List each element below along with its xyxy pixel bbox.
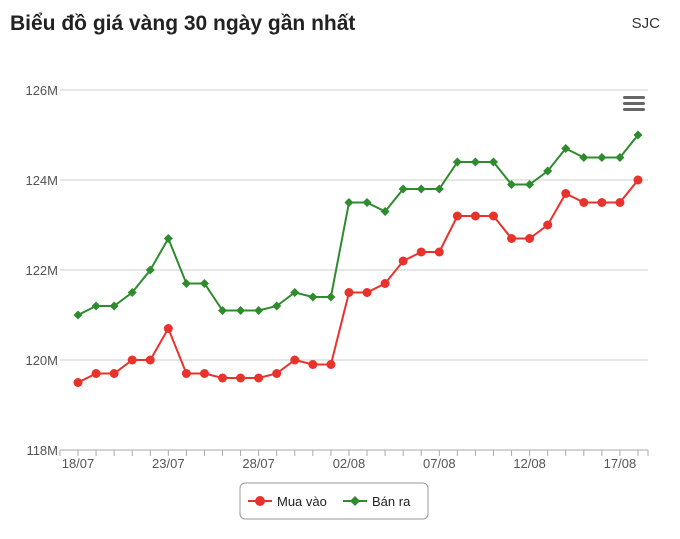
data-point[interactable] (254, 373, 264, 383)
data-point[interactable] (344, 198, 354, 207)
legend-box (239, 482, 429, 520)
data-point[interactable] (91, 369, 101, 378)
data-point[interactable] (579, 198, 589, 207)
data-point[interactable] (272, 301, 282, 311)
data-point[interactable] (145, 355, 155, 365)
data-point[interactable] (380, 207, 390, 216)
data-point[interactable] (452, 211, 462, 221)
data-point[interactable] (290, 288, 300, 297)
data-point[interactable] (218, 373, 228, 383)
chart-container: 118M 120M 122M 124M 126M 18/07 23/07 28/07 02/08… (0, 50, 680, 539)
data-point[interactable] (525, 180, 535, 189)
x-tick-label: 18/07 (62, 456, 95, 471)
data-point[interactable] (398, 184, 408, 194)
data-point[interactable] (597, 198, 607, 207)
data-point[interactable] (127, 288, 137, 297)
series-line (77, 134, 639, 316)
data-point[interactable] (326, 360, 336, 369)
series-line (77, 179, 639, 384)
data-point[interactable] (362, 288, 372, 297)
data-point[interactable] (344, 288, 354, 297)
legend-label: Mua vào (277, 494, 327, 509)
legend-item[interactable]: Mua vào (248, 494, 327, 509)
data-point[interactable] (561, 144, 571, 153)
data-point[interactable] (416, 247, 426, 257)
data-point[interactable] (597, 153, 607, 162)
data-point[interactable] (633, 175, 643, 185)
x-tick-label: 07/08 (423, 456, 456, 471)
data-point[interactable] (181, 369, 191, 378)
data-point[interactable] (470, 157, 480, 167)
hamburger-menu-icon[interactable] (620, 94, 646, 114)
data-point[interactable] (308, 360, 318, 369)
axis-layer: 118M 120M 122M 124M 126M 18/07 23/07 28/07 02/08… (25, 83, 649, 471)
data-point[interactable] (434, 184, 444, 194)
series-layer (73, 130, 643, 387)
data-point[interactable] (91, 301, 101, 311)
y-tick-label: 126M (25, 83, 58, 98)
series-mua-vao (73, 175, 643, 387)
data-point[interactable] (290, 355, 300, 365)
data-point[interactable] (543, 220, 553, 230)
legend-label: Bán ra (372, 494, 411, 509)
y-tick-label: 124M (25, 173, 58, 188)
data-point[interactable] (127, 355, 137, 365)
data-point[interactable] (272, 369, 282, 378)
gold-price-line-chart: 118M 120M 122M 124M 126M 18/07 23/07 28/07 02/08… (25, 83, 649, 520)
data-point[interactable] (199, 369, 209, 378)
data-point[interactable] (380, 279, 390, 288)
data-point[interactable] (254, 306, 264, 315)
data-point[interactable] (73, 378, 83, 387)
data-point[interactable] (507, 234, 517, 243)
data-point[interactable] (434, 247, 444, 257)
x-tick-label: 28/07 (242, 456, 275, 471)
data-point[interactable] (109, 301, 119, 311)
legend-marker (255, 496, 265, 506)
data-point[interactable] (73, 310, 83, 320)
data-point[interactable] (470, 211, 480, 221)
data-point[interactable] (579, 153, 589, 162)
data-point[interactable] (163, 324, 173, 333)
series-ban-ra (73, 130, 643, 320)
x-tick-label: 23/07 (152, 456, 185, 471)
data-point[interactable] (145, 265, 155, 275)
data-point[interactable] (236, 373, 246, 383)
data-point[interactable] (199, 279, 209, 288)
data-point[interactable] (236, 306, 246, 315)
y-tick-label: 118M (26, 443, 58, 458)
chart-header: Biểu đồ giá vàng 30 ngày gần nhất SJC (0, 0, 680, 50)
x-tick-label: 02/08 (333, 456, 366, 471)
data-point[interactable] (561, 189, 571, 198)
data-point[interactable] (488, 157, 498, 167)
data-point[interactable] (615, 198, 625, 207)
data-point[interactable] (452, 157, 462, 167)
y-tick-label: 122M (25, 263, 58, 278)
data-point[interactable] (398, 256, 408, 266)
data-point[interactable] (416, 184, 426, 194)
data-point[interactable] (633, 130, 643, 140)
data-point[interactable] (362, 198, 372, 207)
data-point[interactable] (543, 166, 553, 176)
data-point[interactable] (218, 306, 228, 315)
y-tick-label: 120M (25, 353, 58, 368)
data-point[interactable] (308, 292, 318, 302)
data-point[interactable] (615, 153, 625, 162)
x-tick-label: 17/08 (604, 456, 637, 471)
legend-marker (350, 496, 360, 506)
data-point[interactable] (525, 234, 535, 243)
x-tick-label: 12/08 (513, 456, 546, 471)
data-point[interactable] (109, 369, 119, 378)
source-label: SJC (631, 15, 660, 32)
data-point[interactable] (181, 279, 191, 288)
data-point[interactable] (507, 180, 517, 189)
data-point[interactable] (326, 292, 336, 302)
page-title: Biểu đồ giá vàng 30 ngày gần nhất (10, 12, 356, 35)
chart-legend: Mua vào Bán ra (239, 482, 429, 520)
data-point[interactable] (488, 211, 498, 221)
data-point[interactable] (163, 234, 173, 243)
legend-item[interactable]: Bán ra (343, 494, 411, 509)
